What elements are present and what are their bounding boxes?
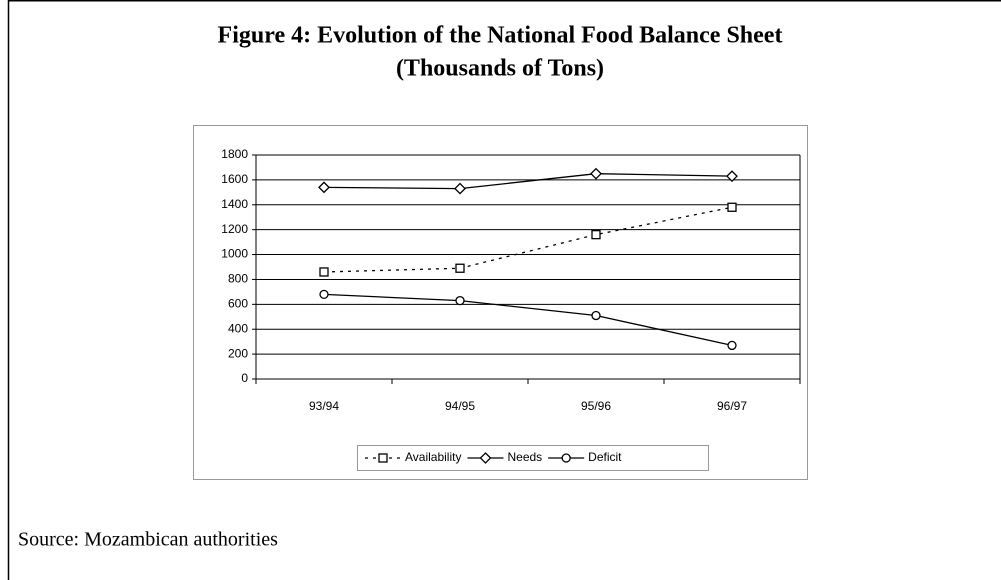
series-line — [323, 293, 733, 347]
x-tick-label: 94/95 — [445, 399, 475, 413]
y-tick-label: 200 — [228, 346, 248, 360]
data-point — [591, 310, 601, 321]
data-point — [455, 263, 465, 273]
data-point — [319, 289, 329, 300]
data-point — [591, 229, 601, 240]
y-tick-label: 1800 — [221, 147, 248, 161]
y-tick-label: 1000 — [221, 247, 248, 261]
legend-label: Availability — [405, 450, 461, 464]
data-point — [590, 167, 602, 180]
y-tick-label: 0 — [241, 371, 248, 385]
legend-marker — [479, 452, 492, 464]
legend-marker — [561, 453, 571, 463]
x-tick-label: 95/96 — [581, 399, 611, 413]
chart-subtitle: (Thousands of Tons) — [396, 56, 604, 82]
data-point — [319, 267, 329, 277]
data-point — [454, 182, 466, 195]
legend-marker — [378, 453, 388, 463]
x-tick-label: 96/97 — [717, 399, 747, 413]
y-tick-label: 1600 — [221, 172, 248, 186]
data-point — [455, 295, 465, 306]
legend-box — [357, 445, 709, 471]
data-point — [727, 340, 737, 351]
data-point — [726, 170, 738, 183]
data-point — [318, 181, 330, 194]
legend-label: Deficit — [588, 450, 622, 464]
y-tick-label: 1200 — [221, 222, 248, 236]
y-tick-label: 400 — [228, 321, 248, 335]
series-line — [323, 173, 733, 190]
y-tick-label: 800 — [228, 272, 248, 286]
series-line — [323, 206, 733, 273]
x-tick-label: 93/94 — [309, 399, 339, 413]
y-tick-label: 1400 — [221, 197, 248, 211]
source-note: Source: Mozambican authorities — [18, 529, 278, 551]
y-tick-label: 600 — [228, 297, 248, 311]
data-point — [727, 202, 737, 212]
chart-area — [193, 125, 808, 480]
legend-label: Needs — [507, 450, 542, 464]
chart-title: Figure 4: Evolution of the National Food… — [218, 23, 783, 49]
